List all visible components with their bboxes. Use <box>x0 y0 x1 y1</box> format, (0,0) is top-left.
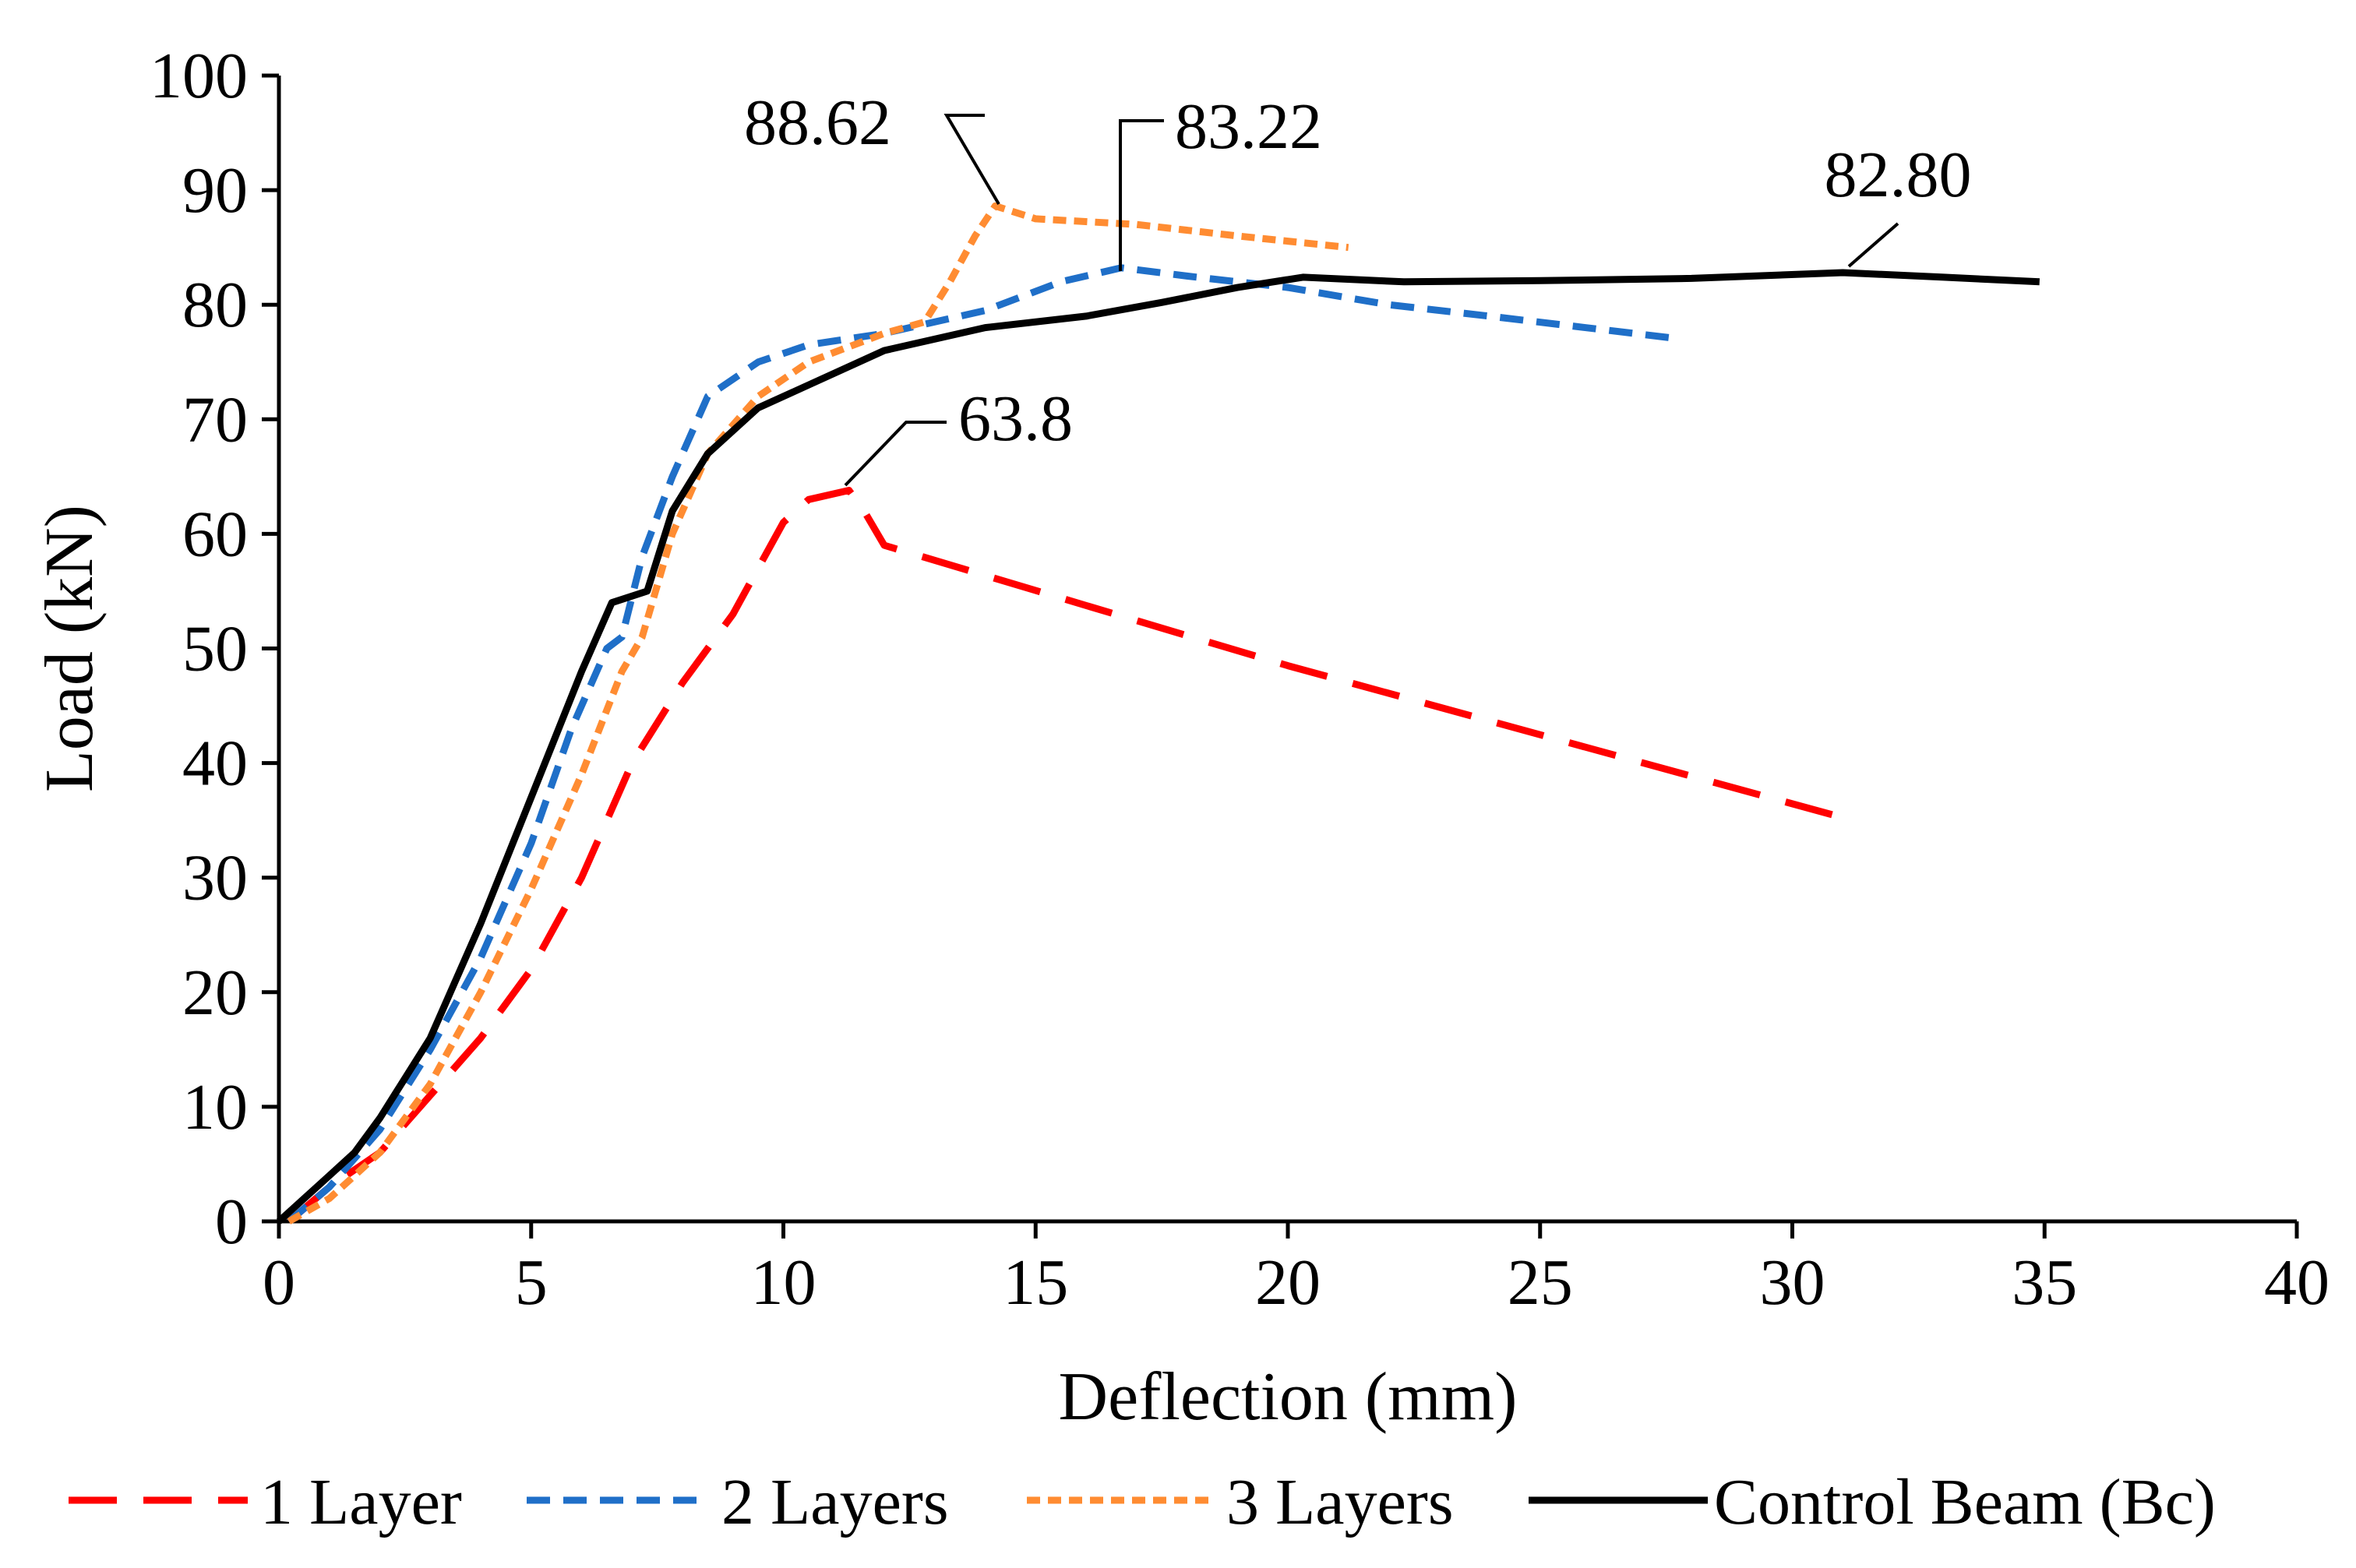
x-tick-label: 0 <box>263 1246 295 1319</box>
x-tick-label: 10 <box>751 1246 816 1319</box>
y-tick-label: 100 <box>150 40 248 112</box>
callout-leader <box>943 114 1000 206</box>
y-tick-label: 0 <box>215 1186 248 1258</box>
series-line-1 <box>286 487 1854 1224</box>
y-tick-label: 50 <box>182 613 248 685</box>
x-tick-label: 35 <box>2012 1246 2077 1319</box>
callout-leader <box>1847 222 1899 268</box>
callouts: 88.62 83.22 82.80 63.8 <box>744 86 1972 487</box>
callout-label: 82.80 <box>1825 139 1972 211</box>
legend-label-3: 3 Layers <box>1226 1466 1454 1538</box>
callout-label: 83.22 <box>1175 90 1322 163</box>
callout-label: 63.8 <box>958 382 1073 455</box>
callout-leader <box>844 421 947 487</box>
y-tick-label: 90 <box>182 154 248 227</box>
callout-label: 88.62 <box>744 86 891 159</box>
x-tick-label: 30 <box>1760 1246 1825 1319</box>
series-line-4 <box>276 269 2040 1224</box>
series-line-3 <box>287 202 1349 1224</box>
x-tick-label: 25 <box>1508 1246 1573 1319</box>
y-tick-label: 10 <box>182 1071 248 1143</box>
y-axis-title: Load (kN) <box>32 505 108 792</box>
series-line-2 <box>286 264 1682 1224</box>
x-tick-label: 15 <box>1003 1246 1068 1319</box>
legend-label-4: Control Beam (Bc) <box>1714 1466 2216 1538</box>
y-tick-label: 40 <box>182 728 248 800</box>
callout-leader <box>1119 119 1164 271</box>
y-tick-label: 70 <box>182 383 248 456</box>
legend-label-1: 1 Layer <box>260 1466 462 1538</box>
legend: 1 Layer 2 Layers 3 Layers Control Beam (Bc) <box>69 1466 2216 1538</box>
x-ticks: 0 5 10 15 20 25 30 35 40 <box>263 1221 2330 1319</box>
y-tick-label: 20 <box>182 957 248 1029</box>
x-axis-title: Deflection (mm) <box>1059 1359 1518 1435</box>
x-tick-label: 5 <box>515 1246 548 1319</box>
x-tick-label: 40 <box>2264 1246 2330 1319</box>
y-tick-label: 30 <box>182 842 248 914</box>
y-tick-label: 80 <box>182 269 248 341</box>
y-tick-label: 60 <box>182 498 248 570</box>
legend-label-2: 2 Layers <box>721 1466 949 1538</box>
x-tick-label: 20 <box>1255 1246 1321 1319</box>
series-lines <box>276 202 2040 1224</box>
y-ticks: 0 10 20 30 40 50 60 70 80 90 100 <box>150 40 279 1258</box>
axes <box>277 76 2297 1224</box>
